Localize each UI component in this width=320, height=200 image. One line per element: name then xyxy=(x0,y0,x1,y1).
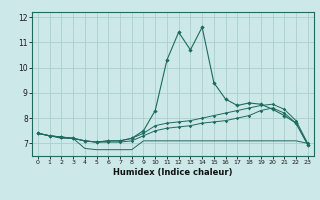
X-axis label: Humidex (Indice chaleur): Humidex (Indice chaleur) xyxy=(113,168,233,177)
